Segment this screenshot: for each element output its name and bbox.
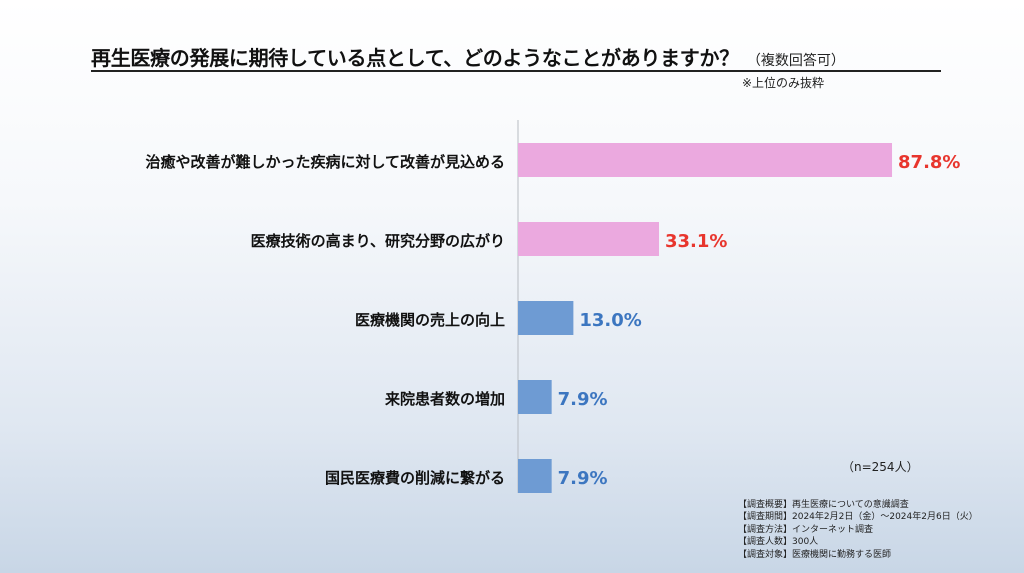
value-label: 7.9%: [558, 389, 608, 410]
survey-line-target: 【調査対象】医療機関に勤務する医師: [738, 549, 892, 560]
category-label: 医療技術の高まり、研究分野の広がり: [251, 232, 505, 250]
bar: [518, 301, 574, 335]
survey-line-summary: 【調査概要】再生医療についての意識調査: [738, 500, 909, 510]
value-label: 87.8%: [898, 152, 960, 173]
value-label: 33.1%: [665, 231, 727, 252]
bar: [518, 459, 552, 493]
title-sub: （複数回答可）: [746, 53, 845, 69]
bar: [518, 380, 552, 414]
chart-title: 再生医療の発展に期待している点として、どのようなことがありますか？ （複数回答可）: [91, 42, 941, 72]
category-label: 医療機関の売上の向上: [355, 311, 505, 329]
title-main: 再生医療の発展に期待している点として、どのようなことがありますか？: [91, 46, 739, 70]
survey-line-method: 【調査方法】インターネット調査: [738, 524, 874, 535]
category-label: 治癒や改善が難しかった疾病に対して改善が見込める: [145, 153, 505, 171]
bar: [518, 143, 893, 177]
category-label: 来院患者数の増加: [384, 390, 505, 408]
survey-overview: 【調査概要】再生医療についての意識調査 【調査期間】2024年2月2日（金）～2…: [738, 499, 978, 561]
survey-line-period: 【調査期間】2024年2月2日（金）～2024年2月6日（火）: [738, 512, 978, 523]
excerpt-note: ※上位のみ抜粋: [742, 76, 825, 90]
category-label: 国民医療費の削減に繋がる: [325, 469, 505, 487]
bar: [518, 222, 660, 256]
value-label: 13.0%: [579, 310, 641, 331]
value-label: 7.9%: [558, 468, 608, 489]
survey-line-count: 【調査人数】300人: [738, 537, 819, 548]
sample-size-label: （n=254人）: [842, 460, 919, 474]
